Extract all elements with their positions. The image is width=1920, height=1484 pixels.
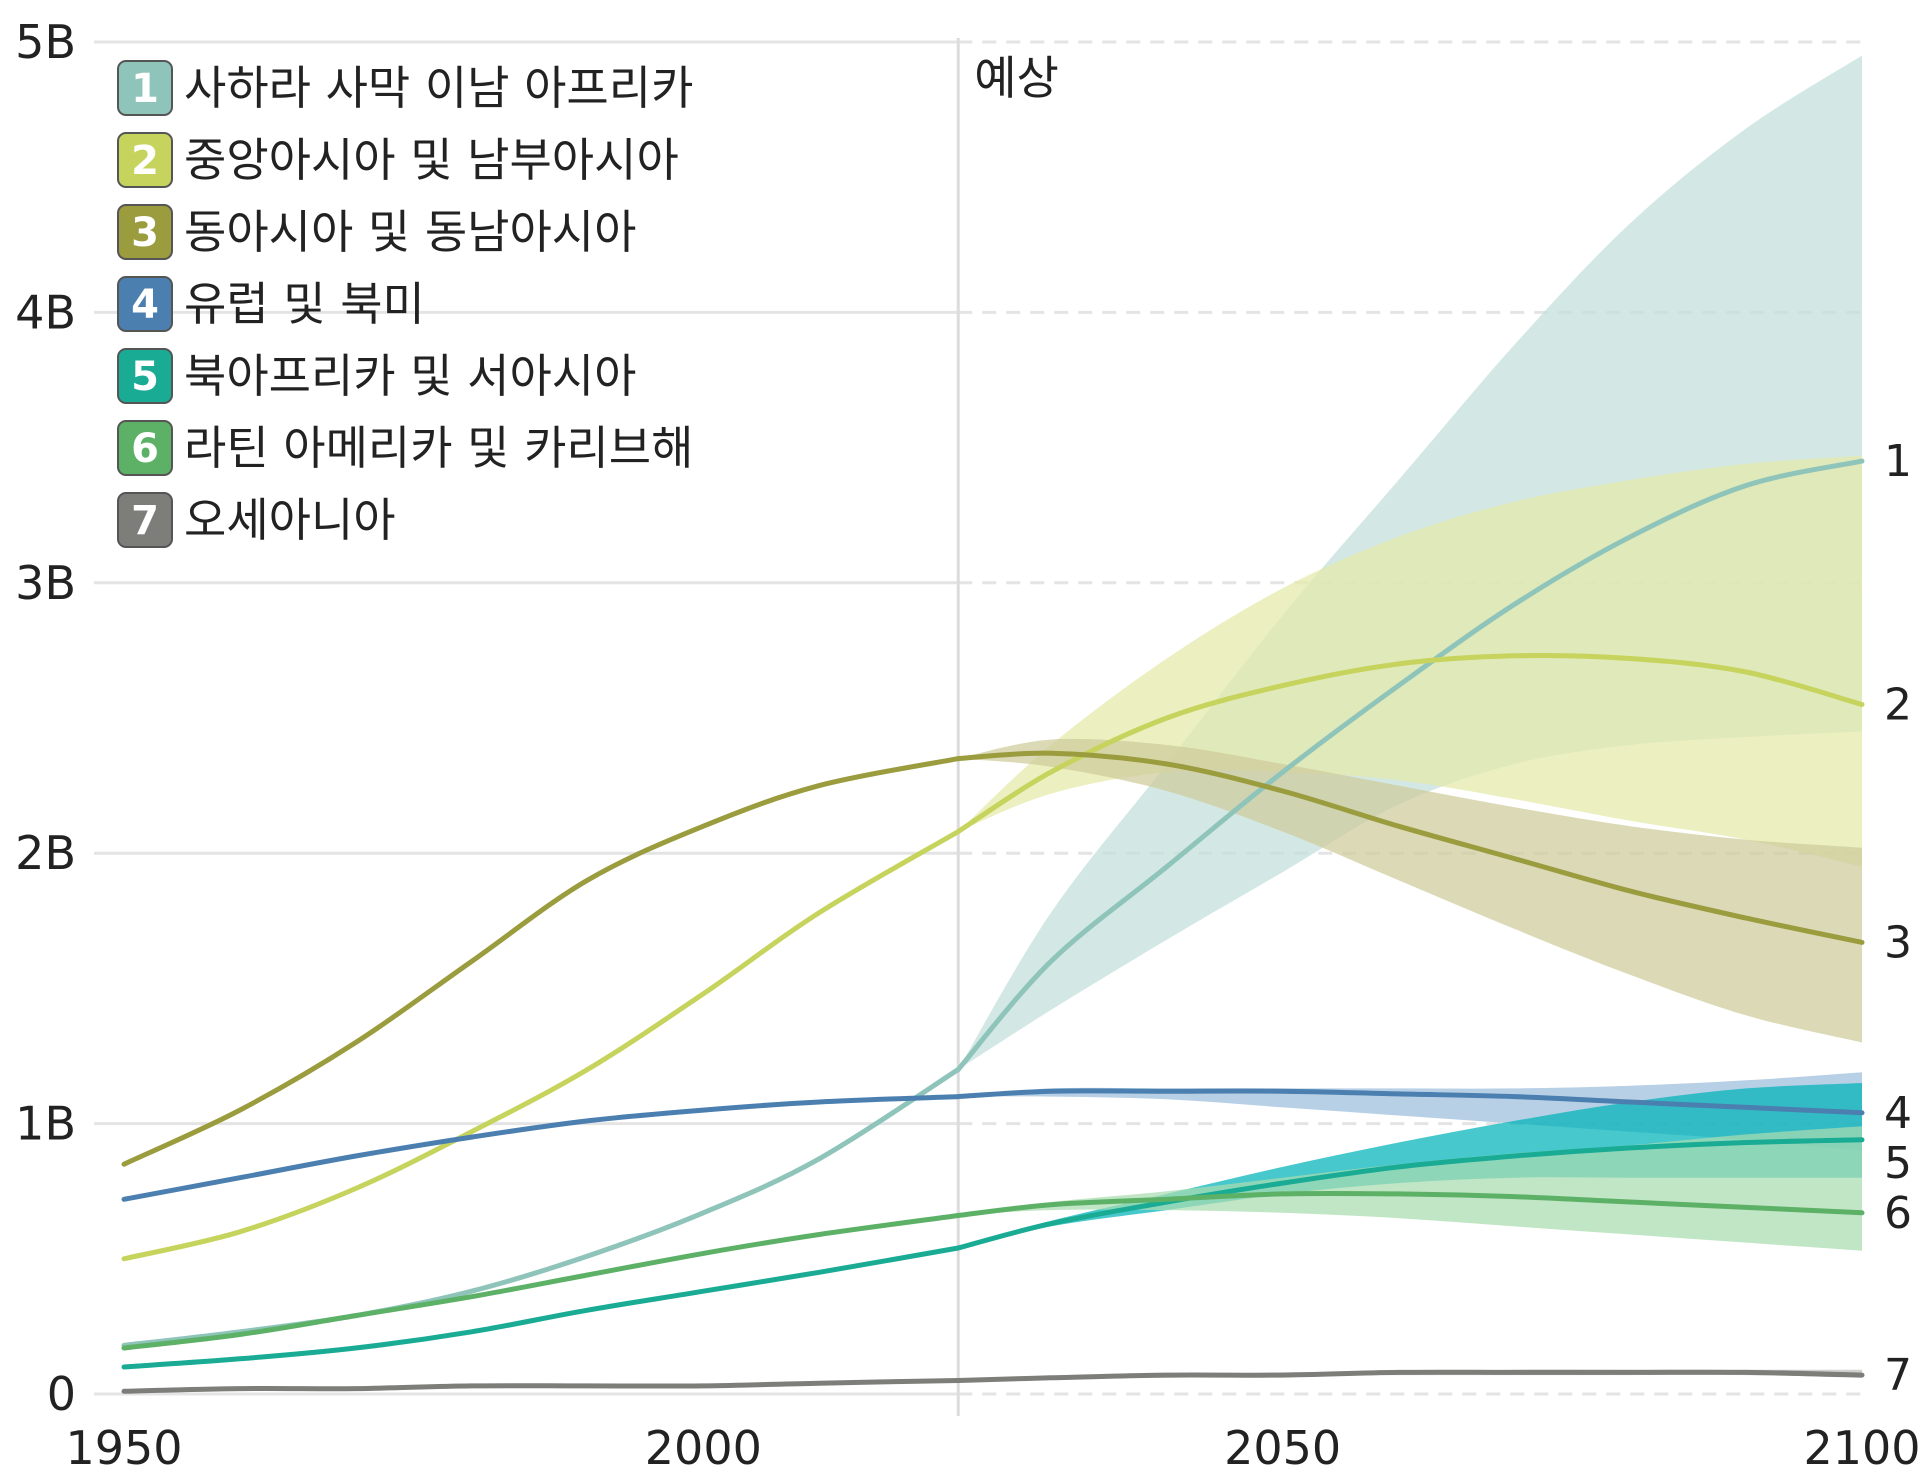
projection-line-5 [955,1137,1865,1251]
legend-label-2: 중앙아시아 및 남부아시아 [184,133,679,187]
x-tick-label: 2000 [645,1421,762,1475]
projection-label: 예상 [974,51,1059,105]
legend-label-1: 사하라 사막 이남 아프리카 [184,61,693,115]
legend-swatch-1 [117,60,173,116]
series-line-4 [121,1094,961,1202]
end-label-4: 4 [1884,1088,1912,1139]
x-tick-label: 2100 [1803,1421,1920,1475]
end-label-7: 7 [1884,1350,1912,1401]
end-labels: 1 2 3 456 7 [1884,436,1912,1401]
legend-number-3: 3 [131,210,159,256]
legend-swatch-5 [117,348,173,404]
y-tick-label: 2B [15,826,76,880]
legend-swatch-3 [117,204,173,260]
projection-line-3 [955,750,1865,945]
x-tick-label: 1950 [65,1421,182,1475]
legend-number-1: 1 [131,66,159,112]
legend-number-6: 6 [131,426,159,472]
series-line-7 [121,1378,961,1394]
end-label-3: 3 [1884,917,1912,968]
series-line-6 [121,1213,961,1351]
line-layer [121,458,1865,1394]
axis-layer: 0 1B 2B 3B 4B 5B 예상 1950 2000 2050 2100 [15,15,1920,1475]
projection-line-7 [955,1369,1865,1383]
series-line-5 [121,1245,961,1370]
legend-label-6: 라틴 아메리카 및 카리브해 [184,421,693,475]
end-label-6: 6 [1884,1188,1912,1239]
legend-swatch-7 [117,492,173,548]
legend-number-5: 5 [131,354,159,400]
legend-number-2: 2 [131,138,159,184]
series-line-3 [121,756,961,1167]
x-tick-label: 2050 [1224,1421,1341,1475]
y-tick-label: 4B [15,285,76,339]
series-line-2 [121,829,961,1262]
y-tick-label: 5B [15,15,76,69]
projection-line-4 [955,1088,1865,1116]
projection-line-1 [955,458,1865,1072]
legend-swatch-2 [117,132,173,188]
end-label-1: 1 [1884,436,1912,487]
projection-line-6 [955,1190,1865,1218]
legend: 1 사하라 사막 이남 아프리카 2 중앙아시아 및 남부아시아 3 동아시아 및 동남아… [117,60,693,548]
legend-number-7: 7 [131,498,159,544]
legend-label-7: 오세아니아 [184,493,396,547]
uncertainty-band-6 [958,1126,1862,1251]
y-tick-label: 0 [47,1367,76,1421]
band-layer [958,55,1862,1381]
uncertainty-band-3 [958,738,1862,1043]
legend-swatch-6 [117,420,173,476]
legend-label-3: 동아시아 및 동남아시아 [184,205,636,259]
end-label-5: 5 [1884,1138,1912,1189]
end-label-2: 2 [1884,679,1912,730]
legend-label-4: 유럽 및 북미 [184,277,425,331]
legend-label-5: 북아프리카 및 서아시아 [184,349,636,403]
y-tick-label: 3B [15,556,76,610]
y-tick-label: 1B [15,1097,76,1151]
legend-number-4: 4 [131,282,159,328]
series-line-1 [121,1067,961,1348]
legend-swatch-4 [117,276,173,332]
